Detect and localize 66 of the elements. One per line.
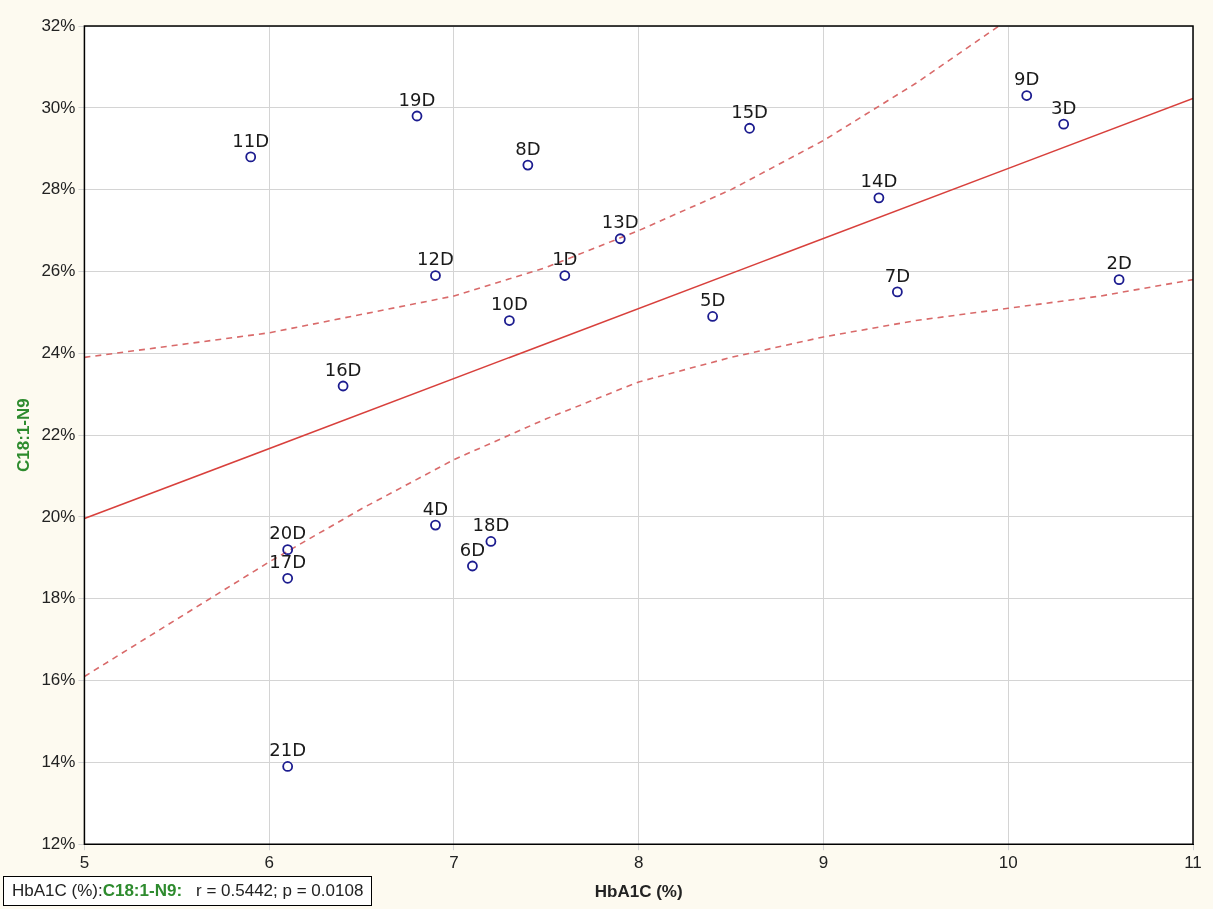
annotation: 18D bbox=[472, 514, 510, 536]
x-tick-label: 6 bbox=[264, 853, 274, 873]
point bbox=[282, 544, 294, 556]
point bbox=[411, 110, 423, 122]
point bbox=[1058, 118, 1070, 130]
y-tick-label: 24% bbox=[41, 342, 76, 362]
annotation: 1D bbox=[552, 248, 578, 270]
point bbox=[707, 311, 719, 322]
annotation: 10D bbox=[491, 293, 528, 315]
y-tick-label: 32% bbox=[41, 15, 76, 35]
point bbox=[614, 233, 626, 245]
y-tick-label: 18% bbox=[41, 588, 76, 608]
annotation: 3D bbox=[1051, 96, 1077, 118]
x-tick-label: 8 bbox=[633, 853, 644, 873]
annotation: 13D bbox=[601, 211, 639, 233]
point bbox=[245, 151, 257, 163]
x-tick-label: 9 bbox=[818, 853, 829, 873]
point bbox=[282, 572, 294, 584]
annotation: 4D bbox=[422, 497, 449, 519]
y-tick-label: 16% bbox=[41, 670, 76, 690]
x-tick-label: 7 bbox=[449, 853, 459, 873]
y-tick-label: 30% bbox=[41, 97, 76, 117]
annotation: 14D bbox=[860, 170, 898, 192]
y-tick-label: 12% bbox=[41, 833, 76, 853]
annotation: 11D bbox=[232, 129, 270, 151]
annotation: 20D bbox=[269, 522, 307, 544]
annotation: 21D bbox=[269, 739, 307, 761]
point bbox=[430, 270, 441, 281]
annotation: 19D bbox=[398, 88, 436, 110]
point bbox=[1113, 274, 1125, 286]
annotation: 12D bbox=[417, 248, 454, 270]
annotation: 8D bbox=[515, 137, 541, 159]
y-tick-label: 20% bbox=[41, 506, 76, 526]
y-tick-label: 28% bbox=[41, 179, 76, 199]
x-tick-label: 5 bbox=[79, 853, 90, 873]
x-tick-label: 11 bbox=[1184, 853, 1202, 873]
point bbox=[522, 159, 534, 171]
point bbox=[430, 519, 441, 531]
x-tick-label: 10 bbox=[998, 853, 1018, 873]
annotation: 2D bbox=[1106, 252, 1132, 274]
point bbox=[467, 560, 478, 572]
y-tick-label: 14% bbox=[41, 752, 76, 772]
point bbox=[282, 761, 294, 772]
point bbox=[1021, 90, 1033, 101]
point bbox=[503, 315, 515, 326]
annotation: 17D bbox=[269, 550, 307, 572]
point bbox=[744, 122, 755, 134]
point bbox=[873, 192, 885, 204]
annotation: 6D bbox=[459, 538, 486, 560]
annotation: 7D bbox=[884, 264, 911, 286]
annotation: 5D bbox=[699, 289, 726, 311]
line-series bbox=[84, 26, 1000, 359]
y-axis-title: C18:1-N9 bbox=[13, 398, 33, 472]
annotation: 15D bbox=[731, 100, 768, 122]
y-tick-label: 26% bbox=[41, 261, 76, 281]
point bbox=[559, 270, 571, 281]
text: C18:1-N9: bbox=[102, 881, 183, 900]
point bbox=[337, 380, 349, 392]
point bbox=[485, 536, 497, 547]
x-axis-title: HbA1C (%) bbox=[594, 882, 683, 902]
annotation: 9D bbox=[1014, 68, 1040, 90]
point bbox=[891, 286, 903, 298]
y-tick-label: 22% bbox=[41, 424, 76, 444]
annotation: 16D bbox=[324, 358, 362, 380]
text: HbA1C (%): bbox=[12, 881, 103, 900]
text: r = 0.5442; p = 0.0108 bbox=[196, 881, 364, 900]
